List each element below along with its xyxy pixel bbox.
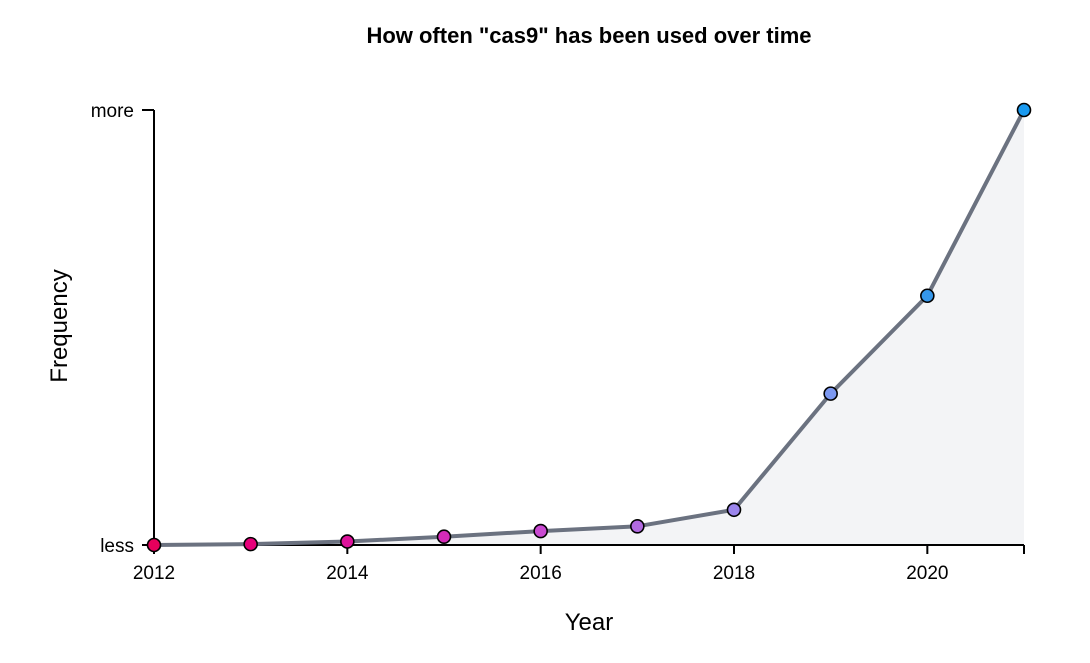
points-layer <box>146 102 1032 553</box>
axes: less more 2012 2014 2016 2018 2020 <box>91 101 1025 584</box>
data-point[interactable] <box>436 529 452 545</box>
x-tick-label: 2020 <box>906 563 948 584</box>
data-point[interactable] <box>533 523 548 539</box>
data-point[interactable] <box>146 537 162 553</box>
series-line <box>152 108 1026 547</box>
x-tick-label: 2014 <box>326 563 369 584</box>
data-point[interactable] <box>1016 102 1032 118</box>
x-tick-label: 2016 <box>520 563 562 584</box>
y-tick-label: less <box>100 536 134 557</box>
data-point[interactable] <box>726 502 742 518</box>
x-tick-label: 2018 <box>713 563 755 584</box>
data-point[interactable] <box>340 534 355 549</box>
area-fill <box>154 110 1024 545</box>
data-point[interactable] <box>920 288 935 304</box>
y-axis-label: Frequency <box>46 269 73 382</box>
y-tick-label: more <box>91 101 134 122</box>
data-point[interactable] <box>823 386 838 401</box>
data-point[interactable] <box>243 536 258 552</box>
x-axis-label: Year <box>565 609 614 636</box>
line-layer <box>152 108 1026 547</box>
chart-title: How often "cas9" has been used over time <box>366 23 811 48</box>
data-point[interactable] <box>630 518 645 534</box>
x-tick-label: 2012 <box>133 563 175 584</box>
area-layer <box>154 110 1024 545</box>
